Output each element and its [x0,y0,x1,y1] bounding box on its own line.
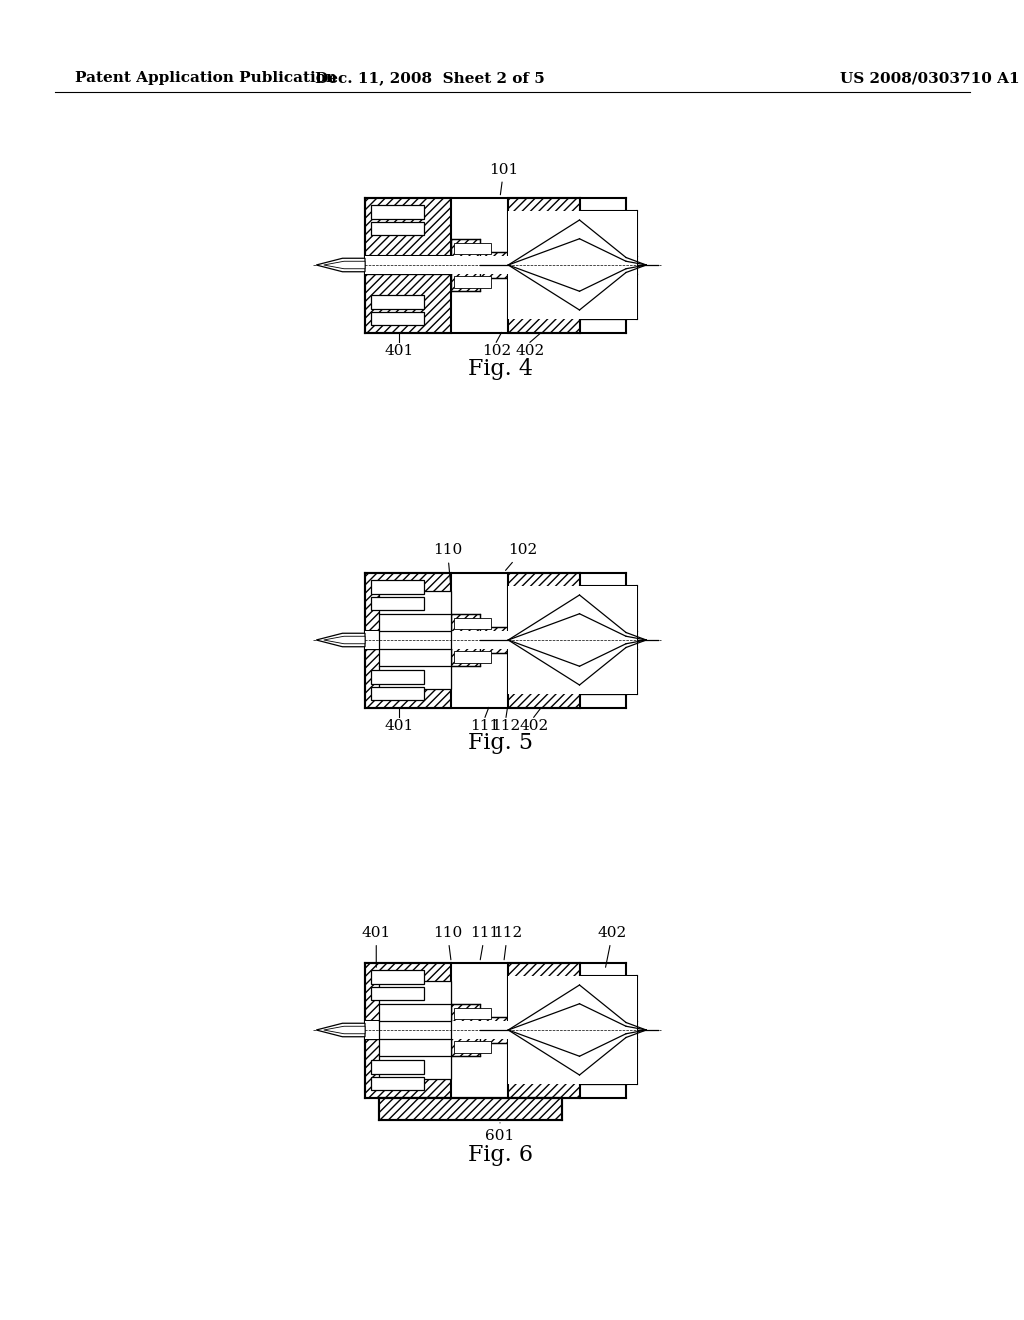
Text: 601: 601 [485,1123,515,1143]
Polygon shape [324,636,365,644]
Bar [580,1039,626,1084]
Bar [452,1034,480,1056]
Polygon shape [316,1023,365,1036]
Bar [580,211,637,319]
Bar [454,618,490,628]
Bar [454,243,490,253]
Bar [454,1041,490,1052]
Text: Patent Application Publication: Patent Application Publication [75,71,337,84]
Text: 401: 401 [361,927,391,968]
Bar [508,586,580,694]
Bar [371,1077,424,1090]
Text: 102: 102 [481,343,511,358]
Bar [452,1003,480,1026]
Text: Dec. 11, 2008  Sheet 2 of 5: Dec. 11, 2008 Sheet 2 of 5 [315,71,545,84]
Bar [365,275,452,333]
Bar [580,586,637,694]
Bar [371,1060,424,1073]
Bar [480,627,508,640]
Bar [365,962,452,1020]
Bar [371,579,424,594]
Text: 111: 111 [470,927,500,960]
Bar [379,591,452,689]
Text: Fig. 6: Fig. 6 [468,1143,532,1166]
Bar [452,644,480,667]
Text: US 2008/0303710 A1: US 2008/0303710 A1 [840,71,1020,84]
Bar [454,1007,490,1019]
Bar [580,275,626,319]
Bar [365,256,508,275]
Text: 110: 110 [433,927,462,960]
Text: 102: 102 [506,544,538,570]
Polygon shape [324,261,365,269]
Bar [480,252,508,265]
Bar [480,1030,508,1043]
Bar [365,649,452,708]
Bar [365,1020,508,1039]
Bar [371,312,424,325]
Bar [452,269,480,292]
Text: 112: 112 [493,927,522,960]
Bar [365,1039,452,1097]
Text: 101: 101 [489,162,518,195]
Polygon shape [316,259,365,272]
Text: 402: 402 [519,719,549,733]
Text: 401: 401 [384,719,414,733]
Bar [371,686,424,700]
Bar [508,975,580,1084]
Bar [480,265,508,279]
Bar [371,671,424,684]
Bar [365,573,452,631]
Bar [379,1097,562,1119]
Bar [371,986,424,1001]
Bar [508,649,580,708]
Text: 402: 402 [598,927,627,968]
Bar [379,981,452,1078]
Text: 112: 112 [492,719,520,733]
Bar [452,614,480,636]
Text: 111: 111 [470,719,500,733]
Bar [365,631,508,649]
Bar [371,970,424,983]
Bar [480,640,508,653]
Bar [454,651,490,663]
Bar [508,962,580,1020]
Polygon shape [324,1026,365,1034]
Bar [371,597,424,610]
Bar [508,275,580,333]
Bar [454,276,490,288]
Bar [452,239,480,261]
Bar [580,649,626,694]
Polygon shape [316,634,365,647]
Text: Fig. 4: Fig. 4 [468,358,532,380]
Bar [508,198,580,256]
Bar [371,222,424,235]
Text: 110: 110 [433,544,462,589]
Text: 401: 401 [384,343,414,358]
Bar [508,211,580,319]
Bar [371,205,424,219]
Bar [508,573,580,631]
Bar [580,211,626,256]
Text: 402: 402 [515,343,545,358]
Bar [371,294,424,309]
Bar [580,586,626,631]
Bar [580,975,637,1084]
Bar [365,198,452,256]
Bar [580,975,626,1020]
Bar [480,1016,508,1030]
Bar [508,1039,580,1097]
Text: Fig. 5: Fig. 5 [468,733,532,755]
